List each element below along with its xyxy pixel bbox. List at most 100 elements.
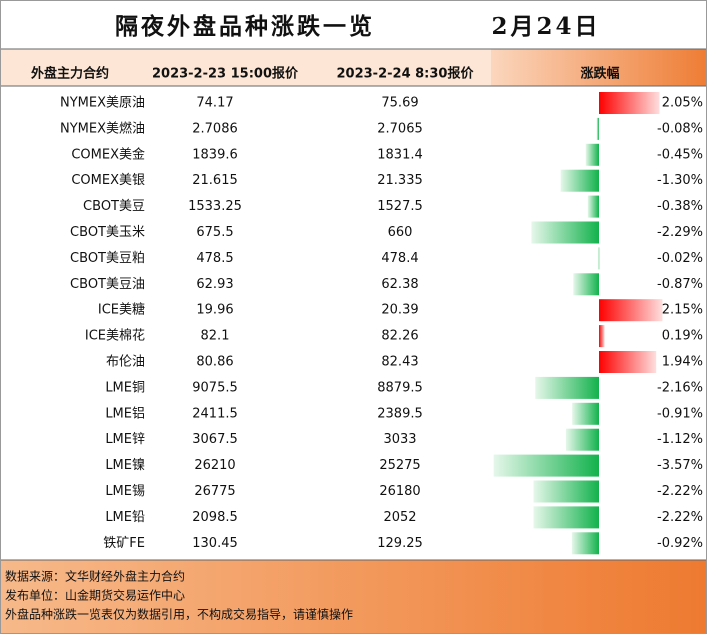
change-label: 1.94%: [662, 355, 703, 370]
contract-name: LME铜: [105, 380, 145, 395]
contract-name: 铁矿FE: [103, 536, 145, 551]
change-label: -1.12%: [657, 432, 703, 447]
curr-price: 62.38: [381, 277, 418, 292]
change-label: -0.45%: [657, 147, 703, 162]
prev-price: 1839.6: [192, 147, 238, 162]
column-header: 涨跌幅: [579, 66, 619, 82]
curr-price: 20.39: [381, 303, 418, 318]
curr-price: 26180: [379, 484, 420, 499]
prev-price: 21.615: [192, 173, 238, 188]
prev-price: 80.86: [196, 355, 233, 370]
prev-price: 3067.5: [192, 432, 238, 447]
contract-name: ICE美糖: [98, 302, 145, 318]
change-label: -0.08%: [657, 121, 703, 136]
contract-name: LME铅: [105, 510, 145, 525]
prev-price: 9075.5: [192, 380, 238, 395]
change-label: 2.15%: [662, 303, 703, 318]
prev-price: 675.5: [196, 225, 233, 240]
contract-name: NYMEX美原油: [60, 96, 145, 111]
change-bar: [493, 454, 599, 477]
change-bar: [535, 376, 599, 399]
change-label: -0.92%: [657, 536, 703, 551]
curr-price: 129.25: [377, 536, 423, 551]
change-label: -0.02%: [657, 251, 703, 266]
curr-price: 21.335: [377, 173, 423, 188]
change-label: -3.57%: [657, 458, 703, 473]
prev-price: 82.1: [201, 329, 230, 344]
prev-price: 19.96: [196, 303, 233, 318]
prev-price: 130.45: [192, 536, 238, 551]
prev-price: 26210: [194, 458, 235, 473]
change-bar: [565, 428, 599, 451]
prev-price: 2.7086: [192, 121, 238, 136]
change-bar: [599, 92, 660, 114]
change-bar: [560, 169, 599, 192]
curr-price: 1527.5: [377, 199, 423, 214]
prev-price: 2098.5: [192, 510, 238, 525]
column-header: 2023-2-24 8:30报价: [337, 67, 475, 82]
curr-price: 82.26: [381, 329, 418, 344]
curr-price: 25275: [379, 458, 420, 473]
header-bg: [491, 49, 706, 86]
header-bg: [1, 49, 491, 86]
prev-price: 2411.5: [192, 406, 238, 421]
prev-price: 1533.25: [188, 199, 242, 214]
curr-price: 2.7065: [377, 121, 423, 136]
curr-price: 3033: [383, 432, 416, 447]
curr-price: 82.43: [381, 355, 418, 370]
change-bar: [533, 506, 599, 529]
change-bar: [572, 402, 599, 425]
change-bar: [599, 299, 663, 322]
curr-price: 478.4: [381, 251, 418, 266]
contract-name: ICE美棉花: [85, 328, 145, 344]
change-bar: [599, 351, 657, 373]
curr-price: 2389.5: [377, 406, 423, 421]
change-label: -0.38%: [657, 199, 703, 214]
change-label: -0.91%: [657, 406, 703, 421]
change-label: -2.16%: [657, 380, 703, 395]
change-label: -1.30%: [657, 173, 703, 188]
change-label: -0.87%: [657, 277, 703, 292]
change-label: -2.29%: [657, 225, 703, 240]
curr-price: 2052: [383, 510, 416, 525]
contract-name: COMEX美金: [71, 146, 145, 162]
change-bar: [599, 325, 605, 348]
change-bar: [598, 247, 600, 270]
change-label: -2.22%: [657, 510, 703, 525]
contract-name: CBOT美豆粕: [70, 251, 145, 266]
footer-line: 数据来源：文华财经外盘主力合约: [5, 569, 185, 584]
contract-name: LME锡: [105, 484, 145, 499]
contract-name: COMEX美银: [71, 173, 145, 188]
change-bar: [585, 143, 599, 166]
contract-name: CBOT美豆: [83, 199, 145, 214]
change-bar: [587, 195, 599, 218]
contract-name: LME镍: [105, 458, 145, 473]
change-label: 2.05%: [662, 96, 703, 111]
contract-name: CBOT美玉米: [70, 225, 145, 240]
prev-price: 62.93: [196, 277, 233, 292]
title: 隔夜外盘品种涨跌一览: [115, 13, 375, 40]
footer-bg: [1, 560, 706, 633]
footer-line: 外盘品种涨跌一览表仅为数据引用，不构成交易指导，请谨慎操作: [5, 607, 353, 622]
curr-price: 75.69: [381, 96, 418, 111]
prev-price: 478.5: [196, 251, 233, 266]
contract-name: 布伦油: [106, 355, 145, 370]
contract-name: LME锌: [105, 432, 145, 447]
change-bar: [531, 221, 599, 244]
contract-name: CBOT美豆油: [70, 277, 145, 292]
prev-price: 74.17: [196, 96, 233, 111]
curr-price: 8879.5: [377, 380, 423, 395]
curr-price: 660: [388, 225, 413, 240]
change-bar: [533, 480, 599, 503]
change-bar: [571, 532, 599, 555]
column-header: 外盘主力合约: [30, 66, 109, 82]
change-label: 0.19%: [662, 329, 703, 344]
prev-price: 26775: [194, 484, 235, 499]
footer-line: 发布单位：山金期货交易运作中心: [5, 588, 185, 603]
change-label: -2.22%: [657, 484, 703, 499]
change-bar: [573, 273, 599, 296]
curr-price: 1831.4: [377, 147, 423, 162]
change-bar: [596, 117, 599, 140]
contract-name: NYMEX美燃油: [60, 120, 145, 136]
